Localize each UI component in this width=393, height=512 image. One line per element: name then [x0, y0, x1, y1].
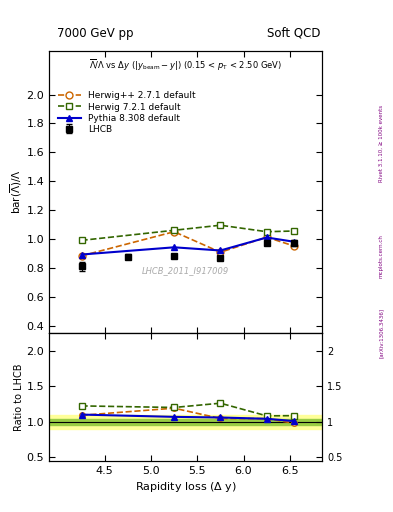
- Text: mcplots.cern.ch: mcplots.cern.ch: [379, 234, 384, 278]
- Line: Pythia 8.308 default: Pythia 8.308 default: [78, 234, 298, 258]
- Line: Herwig++ 2.7.1 default: Herwig++ 2.7.1 default: [78, 228, 298, 259]
- Text: LHCB_2011_I917009: LHCB_2011_I917009: [142, 266, 230, 275]
- Line: Herwig 7.2.1 default: Herwig 7.2.1 default: [78, 222, 298, 244]
- Text: 7000 GeV pp: 7000 GeV pp: [57, 27, 134, 40]
- Legend: Herwig++ 2.7.1 default, Herwig 7.2.1 default, Pythia 8.308 default, LHCB: Herwig++ 2.7.1 default, Herwig 7.2.1 def…: [56, 90, 197, 136]
- Pythia 8.308 default: [218, 247, 223, 253]
- Herwig 7.2.1 default: [172, 227, 176, 233]
- Herwig 7.2.1 default: [292, 228, 297, 234]
- Pythia 8.308 default: [264, 234, 269, 241]
- Herwig 7.2.1 default: [264, 229, 269, 235]
- Pythia 8.308 default: [172, 244, 176, 250]
- Y-axis label: Ratio to LHCB: Ratio to LHCB: [14, 363, 24, 431]
- Herwig++ 2.7.1 default: [218, 249, 223, 255]
- Herwig++ 2.7.1 default: [172, 229, 176, 235]
- Herwig++ 2.7.1 default: [264, 234, 269, 240]
- Herwig 7.2.1 default: [218, 222, 223, 228]
- Herwig++ 2.7.1 default: [79, 253, 84, 259]
- Text: Rivet 3.1.10, ≥ 100k events: Rivet 3.1.10, ≥ 100k events: [379, 105, 384, 182]
- Bar: [49, 419, 322, 424]
- Y-axis label: bar($\overline{\Lambda}$)/$\Lambda$: bar($\overline{\Lambda}$)/$\Lambda$: [8, 169, 24, 215]
- Bar: [49, 415, 322, 429]
- Pythia 8.308 default: [292, 239, 297, 245]
- Herwig++ 2.7.1 default: [292, 243, 297, 249]
- Text: [arXiv:1306.3436]: [arXiv:1306.3436]: [379, 308, 384, 358]
- Pythia 8.308 default: [79, 251, 84, 258]
- X-axis label: Rapidity loss ($\Delta$ y): Rapidity loss ($\Delta$ y): [135, 480, 237, 494]
- Herwig 7.2.1 default: [79, 237, 84, 243]
- Text: $\overline{\Lambda}/\Lambda$ vs $\Delta y$ ($|y_{\mathrm{beam}}-y|$) (0.15 < $p_: $\overline{\Lambda}/\Lambda$ vs $\Delta …: [89, 58, 282, 73]
- Text: Soft QCD: Soft QCD: [267, 27, 320, 40]
